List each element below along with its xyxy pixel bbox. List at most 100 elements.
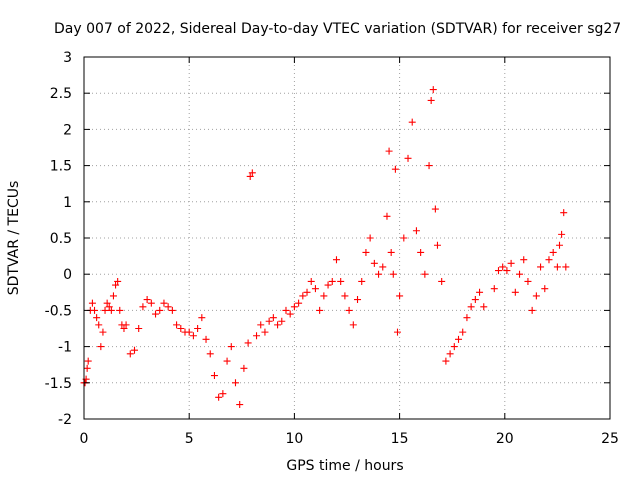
data-point	[227, 343, 235, 351]
x-tick-label: 0	[80, 431, 89, 447]
data-point	[494, 267, 502, 275]
data-point	[471, 296, 479, 304]
data-point	[126, 350, 134, 358]
data-point	[303, 288, 311, 296]
data-point	[429, 86, 437, 94]
data-point	[545, 256, 553, 264]
data-point	[433, 241, 441, 249]
data-point	[404, 154, 412, 162]
y-tick-label: 1	[63, 195, 72, 211]
x-axis-label: GPS time / hours	[286, 458, 403, 474]
data-point	[120, 325, 128, 332]
data-point	[358, 277, 366, 285]
data-point	[537, 263, 545, 271]
data-point	[278, 317, 286, 325]
data-point	[499, 263, 507, 271]
data-point	[320, 292, 328, 300]
grid	[84, 57, 610, 419]
data-point	[476, 288, 484, 296]
y-tick-label: 0	[63, 267, 72, 283]
data-point	[556, 241, 564, 249]
data-point	[507, 259, 515, 267]
data-point	[282, 306, 290, 314]
data-point	[431, 205, 439, 213]
data-point	[156, 306, 164, 314]
data-point	[408, 118, 416, 126]
data-point	[210, 372, 218, 380]
data-point	[215, 393, 223, 401]
data-point	[299, 292, 307, 300]
data-point	[391, 165, 399, 173]
data-point	[103, 299, 111, 307]
data-point	[503, 267, 511, 275]
data-point	[99, 328, 107, 336]
data-point	[541, 285, 549, 293]
y-tick-label: -2	[58, 412, 72, 428]
y-tick-label: 3	[63, 50, 72, 66]
data-point	[467, 303, 475, 311]
data-point	[316, 306, 324, 314]
data-point	[450, 343, 458, 351]
data-point	[135, 325, 143, 332]
data-point	[425, 162, 433, 170]
data-points	[80, 86, 570, 409]
data-point	[511, 288, 519, 296]
data-point	[274, 321, 282, 329]
data-point	[202, 335, 210, 343]
data-point	[93, 314, 101, 322]
data-point	[290, 303, 298, 311]
data-point	[105, 303, 113, 311]
data-point	[446, 350, 454, 358]
data-point	[88, 299, 96, 307]
data-point	[354, 296, 362, 304]
data-point	[480, 303, 488, 311]
data-point	[412, 227, 420, 235]
data-point	[421, 270, 429, 278]
data-point	[84, 357, 92, 365]
x-tick-label: 15	[391, 431, 409, 447]
data-point	[490, 285, 498, 293]
data-point	[324, 281, 332, 289]
data-point	[168, 306, 176, 314]
data-point	[400, 234, 408, 242]
data-point	[562, 263, 570, 271]
y-axis: -2 -1.5 -1 -0.5 0 0.5 1 1.5 2 2.5 3	[45, 50, 610, 428]
data-point	[417, 248, 425, 256]
data-point	[362, 248, 370, 256]
data-point	[532, 292, 540, 300]
data-point	[189, 332, 197, 340]
data-point	[97, 343, 105, 351]
data-point	[341, 292, 349, 300]
data-point	[427, 96, 435, 104]
data-point	[370, 259, 378, 267]
data-point	[206, 350, 214, 358]
data-point	[244, 339, 252, 347]
y-tick-label: -1	[58, 340, 72, 356]
data-point	[438, 277, 446, 285]
data-point	[164, 303, 172, 311]
data-point	[257, 321, 265, 329]
data-point	[345, 306, 353, 314]
data-point	[528, 306, 536, 314]
data-point	[269, 314, 277, 322]
data-point	[122, 321, 130, 329]
x-tick-label: 5	[185, 431, 194, 447]
data-point	[219, 390, 227, 398]
data-point	[379, 263, 387, 271]
data-point	[524, 277, 532, 285]
data-point	[246, 172, 254, 180]
data-point	[349, 321, 357, 329]
y-axis-label: SDTVAR / TECUs	[6, 181, 22, 296]
data-point	[375, 270, 383, 278]
data-point	[231, 379, 239, 387]
data-point	[311, 285, 319, 293]
data-point	[177, 325, 185, 332]
data-point	[253, 332, 261, 340]
data-point	[194, 325, 202, 332]
data-point	[295, 299, 303, 307]
data-point	[516, 270, 524, 278]
chart-title: Day 007 of 2022, Sidereal Day-to-day VTE…	[54, 21, 621, 37]
data-point	[307, 277, 315, 285]
data-point	[248, 169, 256, 177]
